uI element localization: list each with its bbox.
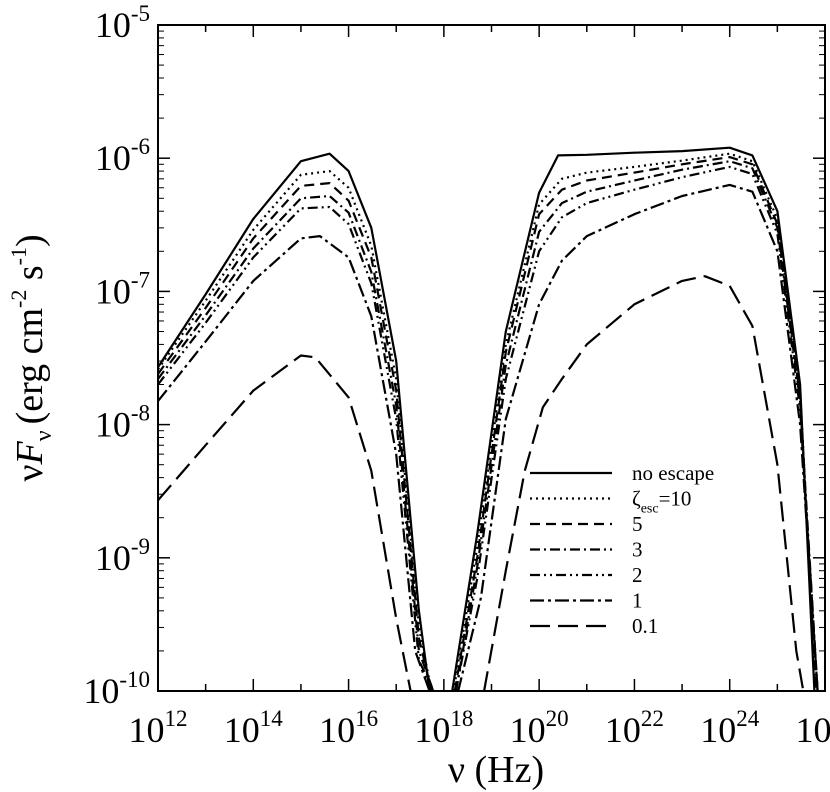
y-axis-label: νFν(erg cm-2 s-1) [6,234,57,481]
x-tick-label: 1018 [414,706,473,750]
series-line-synchrotron [158,170,433,691]
series-line-synchrotron [158,205,435,691]
x-tick-label: 1016 [319,706,378,750]
series-line-synchrotron [158,194,435,691]
x-tick-labels: 1012 1014 1016 1018 1020 1022 1024 1026 [129,706,830,750]
x-tick-label: 1022 [605,706,664,750]
legend-label: 3 [632,538,643,562]
series-line-synchrotron [158,182,433,691]
spectrum-curves [158,146,819,691]
y-tick-label: 10-9 [95,534,150,578]
series-line-synchrotron [158,152,431,691]
x-tick-label: 1020 [510,706,569,750]
y-tick-label: 10-8 [95,401,150,445]
series-line-compton [457,183,819,691]
series-line-compton [453,156,818,691]
legend-label: 0.1 [632,614,658,638]
y-tick-label: 10-6 [95,134,150,178]
x-tick-label: 1012 [129,706,188,750]
axis-ticks [157,24,826,692]
series-line-compton [483,275,805,691]
legend-label: 2 [632,563,643,587]
legend-label: ζesc=10 [632,487,691,517]
y-tick-label: 10-7 [95,267,150,311]
legend-label: 1 [632,589,643,613]
series-line-compton [451,146,816,691]
y-tick-labels: 10-10 10-9 10-8 10-7 10-6 10-5 [83,1,150,711]
series-line-synchrotron [158,235,431,691]
series-line-synchrotron [158,354,412,691]
x-tick-label: 1026 [796,706,830,750]
x-axis-label: ν (Hz) [448,749,544,791]
legend-label: 5 [632,512,643,536]
series-line-compton [454,160,819,691]
series-line-compton [454,165,819,691]
y-tick-label: 10-10 [83,667,150,711]
plot-frame [157,24,826,692]
x-tick-label: 1014 [224,706,283,750]
x-tick-label: 1024 [700,706,760,750]
legend-label: no escape [632,461,714,485]
y-tick-label: 10-5 [95,1,150,45]
